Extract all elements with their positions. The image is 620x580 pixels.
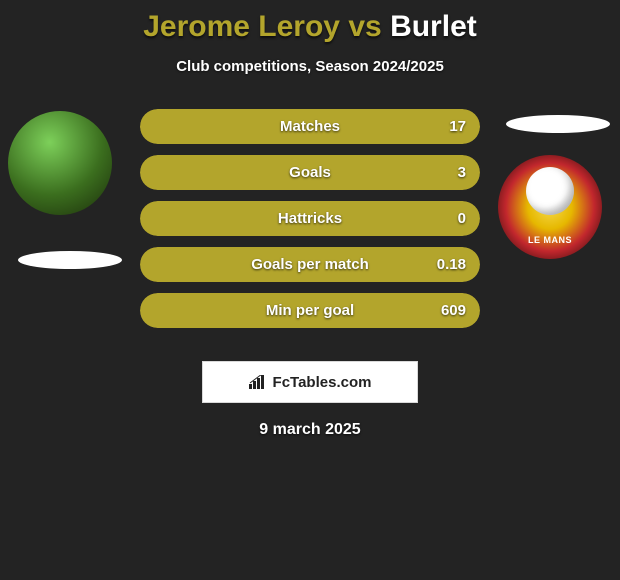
stat-bar: Goals per match0.18 <box>140 247 480 282</box>
subtitle: Club competitions, Season 2024/2025 <box>0 58 620 75</box>
stat-label: Goals per match <box>140 247 480 282</box>
date-text: 9 march 2025 <box>0 421 620 439</box>
club-badge-text: LE MANS <box>498 235 602 245</box>
stat-value: 0.18 <box>437 247 466 282</box>
page-title: Jerome Leroy vs Burlet <box>0 0 620 44</box>
stat-value: 3 <box>458 155 466 190</box>
club-badge-graphic: LE MANS <box>498 155 602 259</box>
player2-name: Burlet <box>390 10 477 43</box>
avatar-image-placeholder <box>8 111 112 215</box>
stat-value: 609 <box>441 293 466 328</box>
stat-label: Min per goal <box>140 293 480 328</box>
bar-chart-icon <box>249 375 267 389</box>
stat-bars: Matches17 Goals3 Hattricks0 Goals per match… <box>140 109 480 328</box>
stat-value: 0 <box>458 201 466 236</box>
brand-text: FcTables.com <box>273 374 372 391</box>
vs-text: vs <box>348 10 381 43</box>
stat-bar: Min per goal609 <box>140 293 480 328</box>
brand-box[interactable]: FcTables.com <box>202 361 418 403</box>
player2-club-badge: LE MANS <box>498 155 602 259</box>
stat-bar: Hattricks0 <box>140 201 480 236</box>
stat-label: Matches <box>140 109 480 144</box>
comparison-stage: LE MANS Matches17 Goals3 Hattricks0 Goals p… <box>0 103 620 353</box>
player1-flag <box>18 251 122 269</box>
player2-flag <box>506 115 610 133</box>
stat-value: 17 <box>449 109 466 144</box>
stat-bar: Goals3 <box>140 155 480 190</box>
player1-name: Jerome Leroy <box>143 10 340 43</box>
stat-label: Goals <box>140 155 480 190</box>
stat-label: Hattricks <box>140 201 480 236</box>
stat-bar: Matches17 <box>140 109 480 144</box>
player1-avatar <box>8 111 112 215</box>
